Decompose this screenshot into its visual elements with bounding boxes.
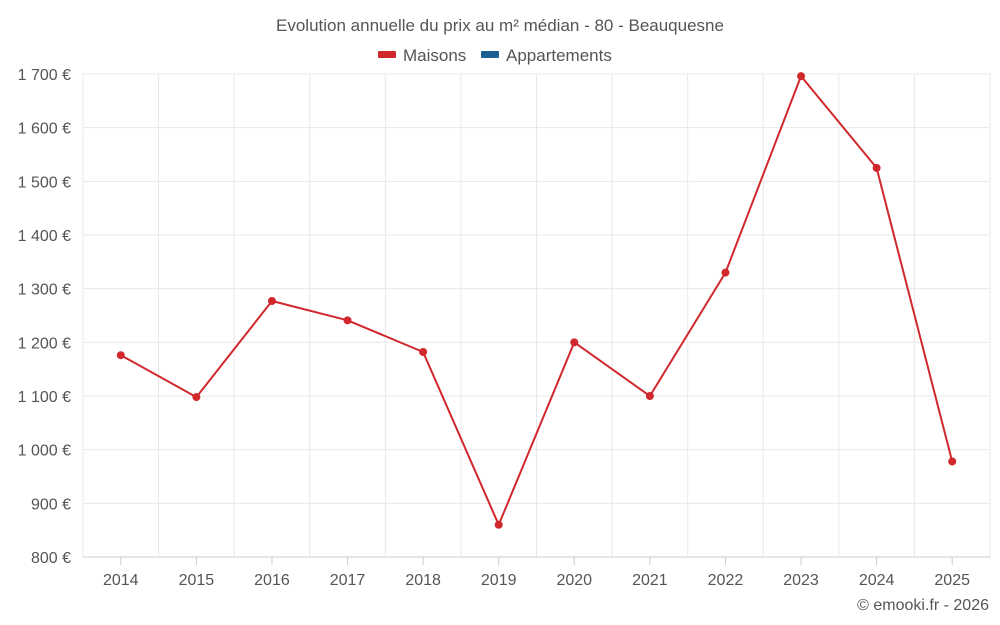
y-axis-tick-labels: 800 € 900 € 1 000 € 1 100 € 1 200 € 1 300 € 1 … [18, 67, 71, 567]
x-tick-label: 2015 [179, 572, 215, 589]
legend-swatch-appartements [481, 51, 499, 58]
data-point-maisons-2018[interactable] [419, 347, 428, 356]
legend-label-maisons: Maisons [403, 46, 466, 65]
data-point-maisons-2019[interactable] [494, 520, 503, 529]
x-tick-label: 2020 [556, 572, 592, 589]
x-tick-label: 2025 [934, 572, 970, 589]
data-point-maisons-2020[interactable] [570, 338, 579, 347]
y-tick-label: 1 200 € [18, 335, 71, 352]
data-point-maisons-2025[interactable] [948, 457, 957, 466]
series-line-maisons [120, 75, 954, 526]
y-tick-label: 1 300 € [18, 282, 71, 299]
data-point-maisons-2024[interactable] [872, 163, 881, 172]
data-point-maisons-2015[interactable] [192, 393, 201, 402]
y-tick-label: 1 000 € [18, 443, 71, 460]
data-point-maisons-2017[interactable] [343, 316, 352, 325]
vertical-gridlines [82, 74, 991, 557]
legend-swatch-maisons [378, 51, 396, 58]
y-tick-label: 1 700 € [18, 67, 71, 84]
y-tick-label: 1 500 € [18, 174, 71, 191]
y-tick-label: 1 400 € [18, 228, 71, 245]
horizontal-gridlines [83, 73, 990, 504]
x-tick-label: 2019 [481, 572, 517, 589]
x-axis-tick-labels: 2014 2015 2016 2017 2018 2019 2020 2021 2022 2023… [103, 557, 970, 589]
y-tick-label: 1 600 € [18, 121, 71, 138]
legend: Maisons Appartements [378, 46, 612, 65]
data-point-maisons-2022[interactable] [721, 268, 730, 277]
x-tick-label: 2024 [859, 572, 895, 589]
series-maisons [116, 72, 957, 529]
credit-text: © emooki.fr - 2026 [857, 597, 989, 614]
x-tick-label: 2022 [708, 572, 744, 589]
legend-item-appartements[interactable]: Appartements [481, 46, 612, 65]
data-point-maisons-2023[interactable] [797, 72, 806, 81]
data-point-maisons-2021[interactable] [645, 392, 654, 400]
x-tick-label: 2014 [103, 572, 139, 589]
x-tick-label: 2016 [254, 572, 290, 589]
legend-item-maisons[interactable]: Maisons [378, 46, 466, 65]
chart-title: Evolution annuelle du prix au m² médian … [276, 16, 724, 35]
data-point-maisons-2016[interactable] [267, 297, 276, 306]
y-tick-label: 1 100 € [18, 389, 71, 406]
data-point-maisons-2014[interactable] [116, 351, 125, 360]
y-tick-label: 800 € [31, 550, 71, 567]
x-tick-label: 2018 [405, 572, 441, 589]
y-tick-label: 900 € [31, 496, 71, 513]
x-tick-label: 2017 [330, 572, 366, 589]
x-tick-label: 2023 [783, 572, 819, 589]
legend-label-appartements: Appartements [506, 46, 612, 65]
x-tick-label: 2021 [632, 572, 668, 589]
